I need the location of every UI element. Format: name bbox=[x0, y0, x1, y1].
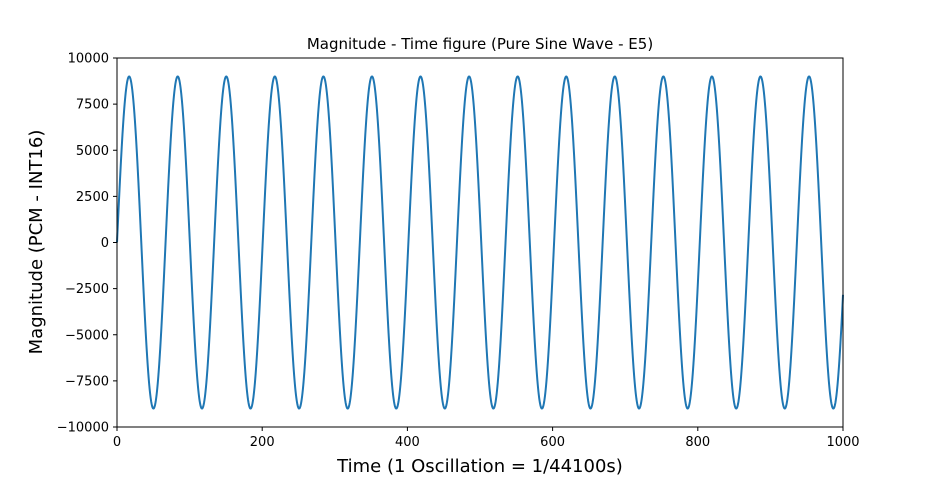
y-tick-label: 0 bbox=[101, 236, 109, 251]
y-tick-label: 10000 bbox=[68, 52, 109, 67]
y-tick-label: −7500 bbox=[65, 374, 109, 389]
x-axis: 0 200 400 600 800 1000 bbox=[113, 427, 860, 450]
x-tick-label: 200 bbox=[250, 435, 275, 450]
y-tick-label: 7500 bbox=[76, 98, 109, 113]
plot-area bbox=[116, 57, 844, 428]
y-axis: 10000 7500 5000 2500 0 −2500 −5000 −7500 −10000 bbox=[57, 52, 117, 436]
x-tick-label: 400 bbox=[395, 435, 420, 450]
y-tick-label: −2500 bbox=[65, 282, 109, 297]
series-layer bbox=[116, 75, 844, 410]
plot-background bbox=[117, 58, 843, 427]
series-line-0 bbox=[116, 75, 844, 410]
y-axis-label: Magnitude (PCM - INT16) bbox=[26, 130, 47, 355]
x-tick-label: 600 bbox=[540, 435, 565, 450]
y-tick-label: −5000 bbox=[65, 328, 109, 343]
x-tick-label: 0 bbox=[113, 435, 121, 450]
x-axis-label: Time (1 Oscillation = 1/44100s) bbox=[336, 456, 623, 477]
y-tick-label: 2500 bbox=[76, 190, 109, 205]
y-tick-label: 5000 bbox=[76, 144, 109, 159]
x-tick-label: 800 bbox=[685, 435, 710, 450]
chart-title: Magnitude - Time figure (Pure Sine Wave … bbox=[307, 35, 653, 53]
x-tick-label: 1000 bbox=[826, 435, 859, 450]
y-tick-label: −10000 bbox=[57, 421, 109, 436]
